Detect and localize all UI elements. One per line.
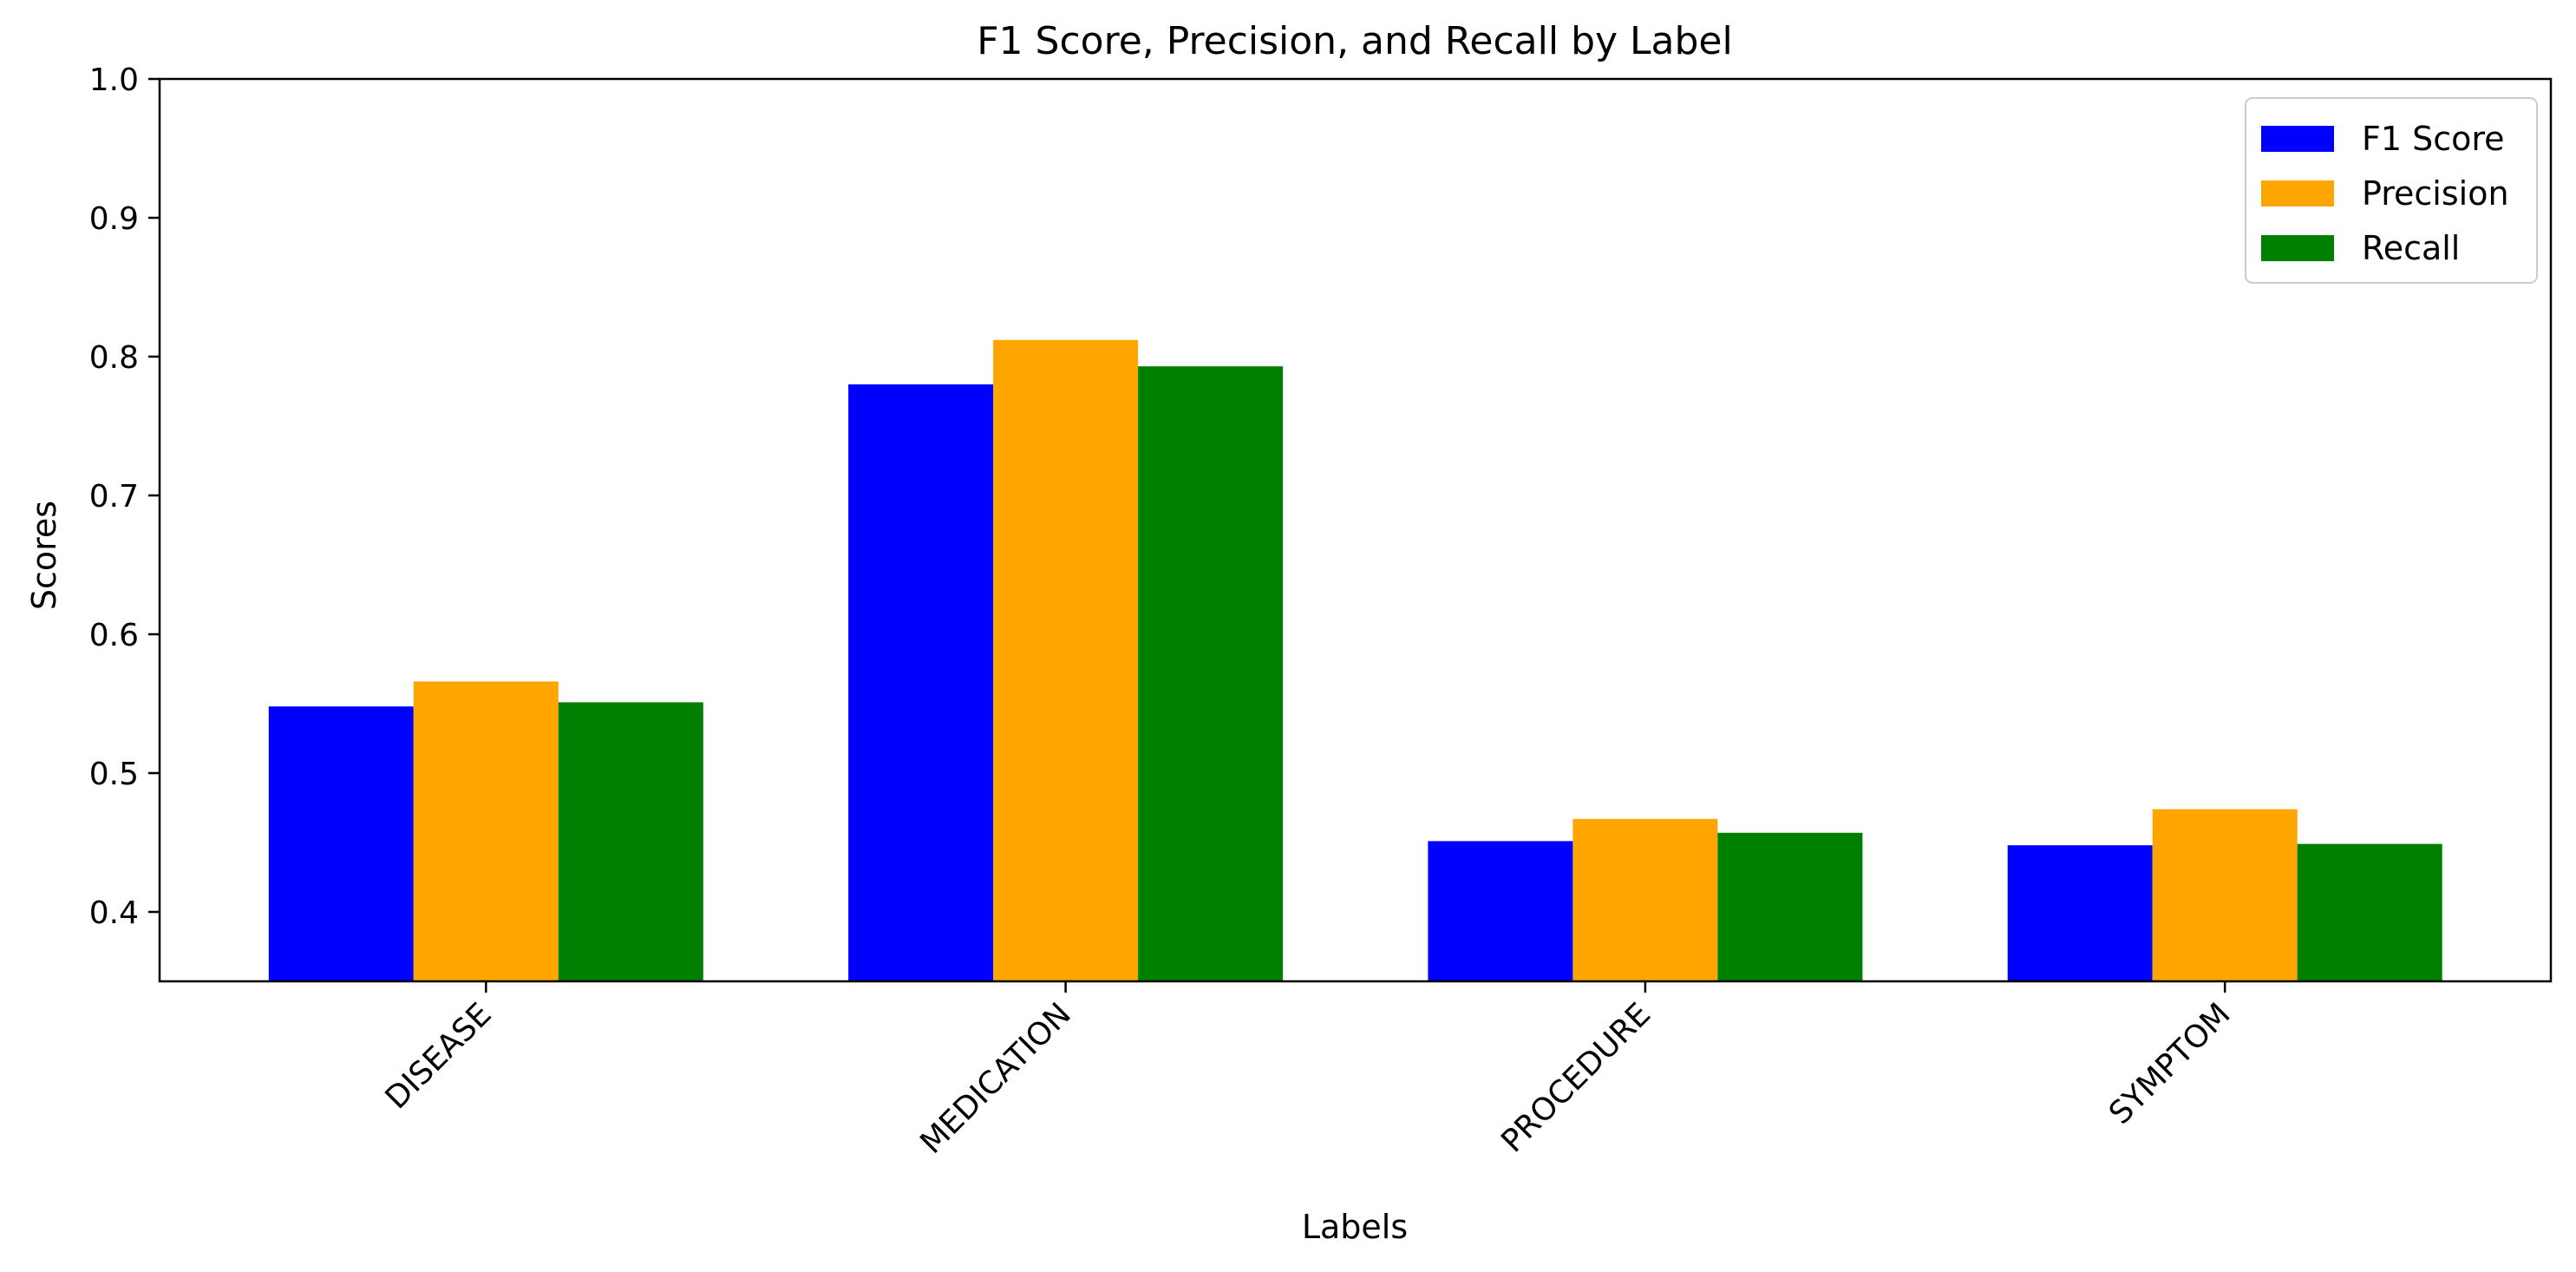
legend-label-precision: Precision	[2362, 174, 2509, 213]
plot-frame	[158, 77, 2553, 983]
bar-symptom-precision	[2152, 809, 2298, 981]
bar-symptom-f1-score	[2007, 845, 2153, 981]
legend-label-f1-score: F1 Score	[2362, 120, 2505, 158]
bar-procedure-f1-score	[1428, 841, 1573, 981]
legend-swatch-recall	[2261, 235, 2334, 261]
y-axis-label: Scores	[25, 501, 63, 610]
y-tick-label: 0.9	[89, 201, 139, 237]
bar-procedure-recall	[1717, 832, 1863, 981]
y-tick-label: 0.7	[89, 479, 139, 515]
y-tick-label: 0.4	[89, 895, 139, 931]
bars-group	[268, 339, 2442, 981]
legend-label-recall: Recall	[2362, 229, 2460, 267]
bar-medication-recall	[1138, 366, 1284, 981]
y-tick-label: 0.6	[89, 618, 139, 653]
y-axis: 0.4 0.5 0.6 0.7 0.8 0.9 1.0	[89, 62, 160, 931]
bar-disease-f1-score	[268, 706, 414, 981]
bar-symptom-recall	[2297, 843, 2442, 981]
bar-disease-recall	[558, 702, 703, 981]
legend-swatch-f1-score	[2261, 126, 2334, 152]
legend: F1 Score Precision Recall	[2245, 97, 2538, 284]
bar-medication-f1-score	[848, 384, 994, 981]
y-tick-label: 1.0	[89, 62, 139, 98]
y-tick-label: 0.8	[89, 340, 139, 376]
legend-swatch-precision	[2261, 180, 2334, 207]
bar-disease-precision	[413, 681, 559, 981]
x-axis-label: Labels	[1302, 1208, 1408, 1246]
y-tick-label: 0.5	[89, 757, 139, 792]
bar-procedure-precision	[1572, 818, 1718, 981]
chart-title: F1 Score, Precision, and Recall by Label	[977, 19, 1732, 63]
bar-medication-precision	[993, 339, 1139, 981]
